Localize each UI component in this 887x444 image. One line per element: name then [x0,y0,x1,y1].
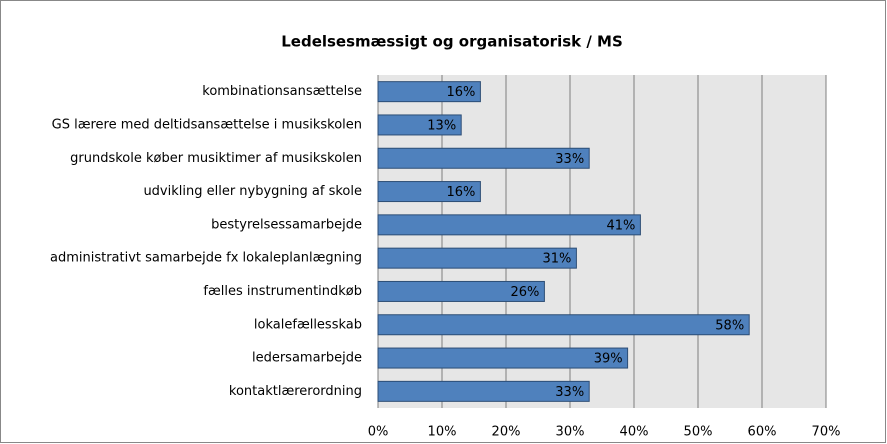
value-label: 33% [555,385,584,400]
bar [377,81,481,103]
y-tick-label: kontaktlærerordning [229,384,362,399]
y-tick-label: udvikling eller nybygning af skole [143,184,362,199]
value-label: 26% [510,285,539,300]
y-tick-label: lokalefællesskab [254,317,362,332]
y-tick-label: fælles instrumentindkøb [203,284,362,299]
value-label: 41% [606,218,635,233]
value-label: 16% [446,185,475,200]
x-tick-label: 50% [684,425,713,440]
bar [377,147,590,169]
bar [377,214,641,236]
value-label: 39% [594,352,623,367]
value-label: 16% [446,85,475,100]
y-tick-label: administrativt samarbejde fx lokaleplanl… [50,251,362,266]
value-label: 58% [715,318,744,333]
y-tick-label: grundskole køber musiktimer af musikskol… [70,151,362,166]
x-tick-label: 40% [620,425,649,440]
x-tick-label: 30% [556,425,585,440]
x-tick-label: 60% [748,425,777,440]
y-tick-label: GS lærere med deltidsansættelse i musiks… [52,117,362,132]
y-tick-label: bestyrelsessamarbejde [211,217,362,232]
y-tick-label: ledersamarbejde [252,351,362,366]
y-tick-label: kombinationsansættelse [202,84,362,99]
bar [377,280,545,302]
bar [377,247,577,269]
value-label: 13% [427,118,456,133]
value-label: 33% [555,152,584,167]
bar [377,181,481,203]
bar [377,347,629,369]
bar [377,380,590,402]
bar [377,314,750,336]
x-tick-label: 20% [492,425,521,440]
value-label: 31% [542,252,571,267]
x-tick-label: 70% [812,425,841,440]
x-tick-label: 0% [368,425,389,440]
x-tick-label: 10% [428,425,457,440]
chart-title: Ledelsesmæssigt og organisatorisk / MS [281,33,623,51]
bar [377,114,462,136]
